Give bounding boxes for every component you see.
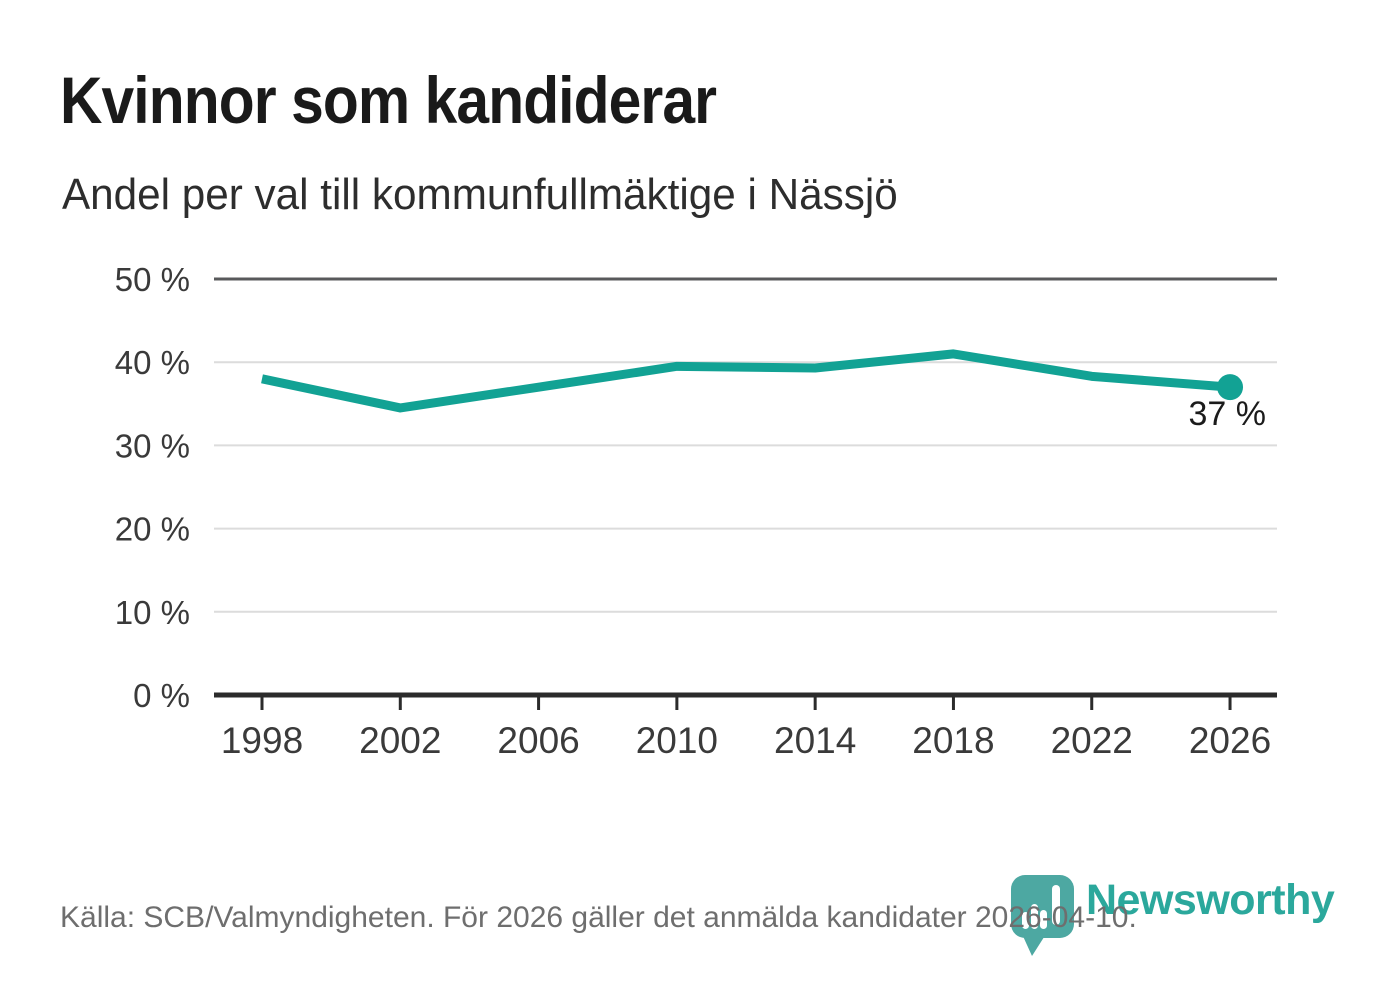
x-tick-label: 2026	[1189, 720, 1271, 761]
x-tick-label: 2022	[1051, 720, 1133, 761]
y-tick-label: 40 %	[115, 344, 190, 381]
end-point-marker	[1217, 374, 1244, 401]
y-tick-label: 50 %	[115, 261, 190, 298]
data-line	[261, 349, 1231, 413]
x-tick-label: 2018	[912, 720, 994, 761]
x-tick-label: 2006	[497, 720, 579, 761]
y-tick-label: 10 %	[115, 594, 190, 631]
x-tick-label: 2010	[636, 720, 718, 761]
x-tick-label: 1998	[221, 720, 303, 761]
x-tick-label: 2002	[359, 720, 441, 761]
end-value-label: 37 %	[1189, 395, 1267, 433]
page-title: Kvinnor som kandiderar	[60, 63, 717, 137]
y-tick-label: 30 %	[115, 427, 190, 464]
newsworthy-icon	[1011, 875, 1074, 956]
newsworthy-logo: Newsworthy	[1010, 874, 1335, 958]
chart-subtitle: Andel per val till kommunfullmäktige i N…	[62, 170, 898, 219]
y-tick-label: 20 %	[115, 511, 190, 548]
x-tick-label: 2014	[774, 720, 856, 761]
newsworthy-wordmark: Newsworthy	[1086, 876, 1335, 924]
y-tick-label: 0 %	[133, 677, 190, 714]
source-text: Källa: SCB/Valmyndigheten. För 2026 gäll…	[60, 901, 1137, 934]
